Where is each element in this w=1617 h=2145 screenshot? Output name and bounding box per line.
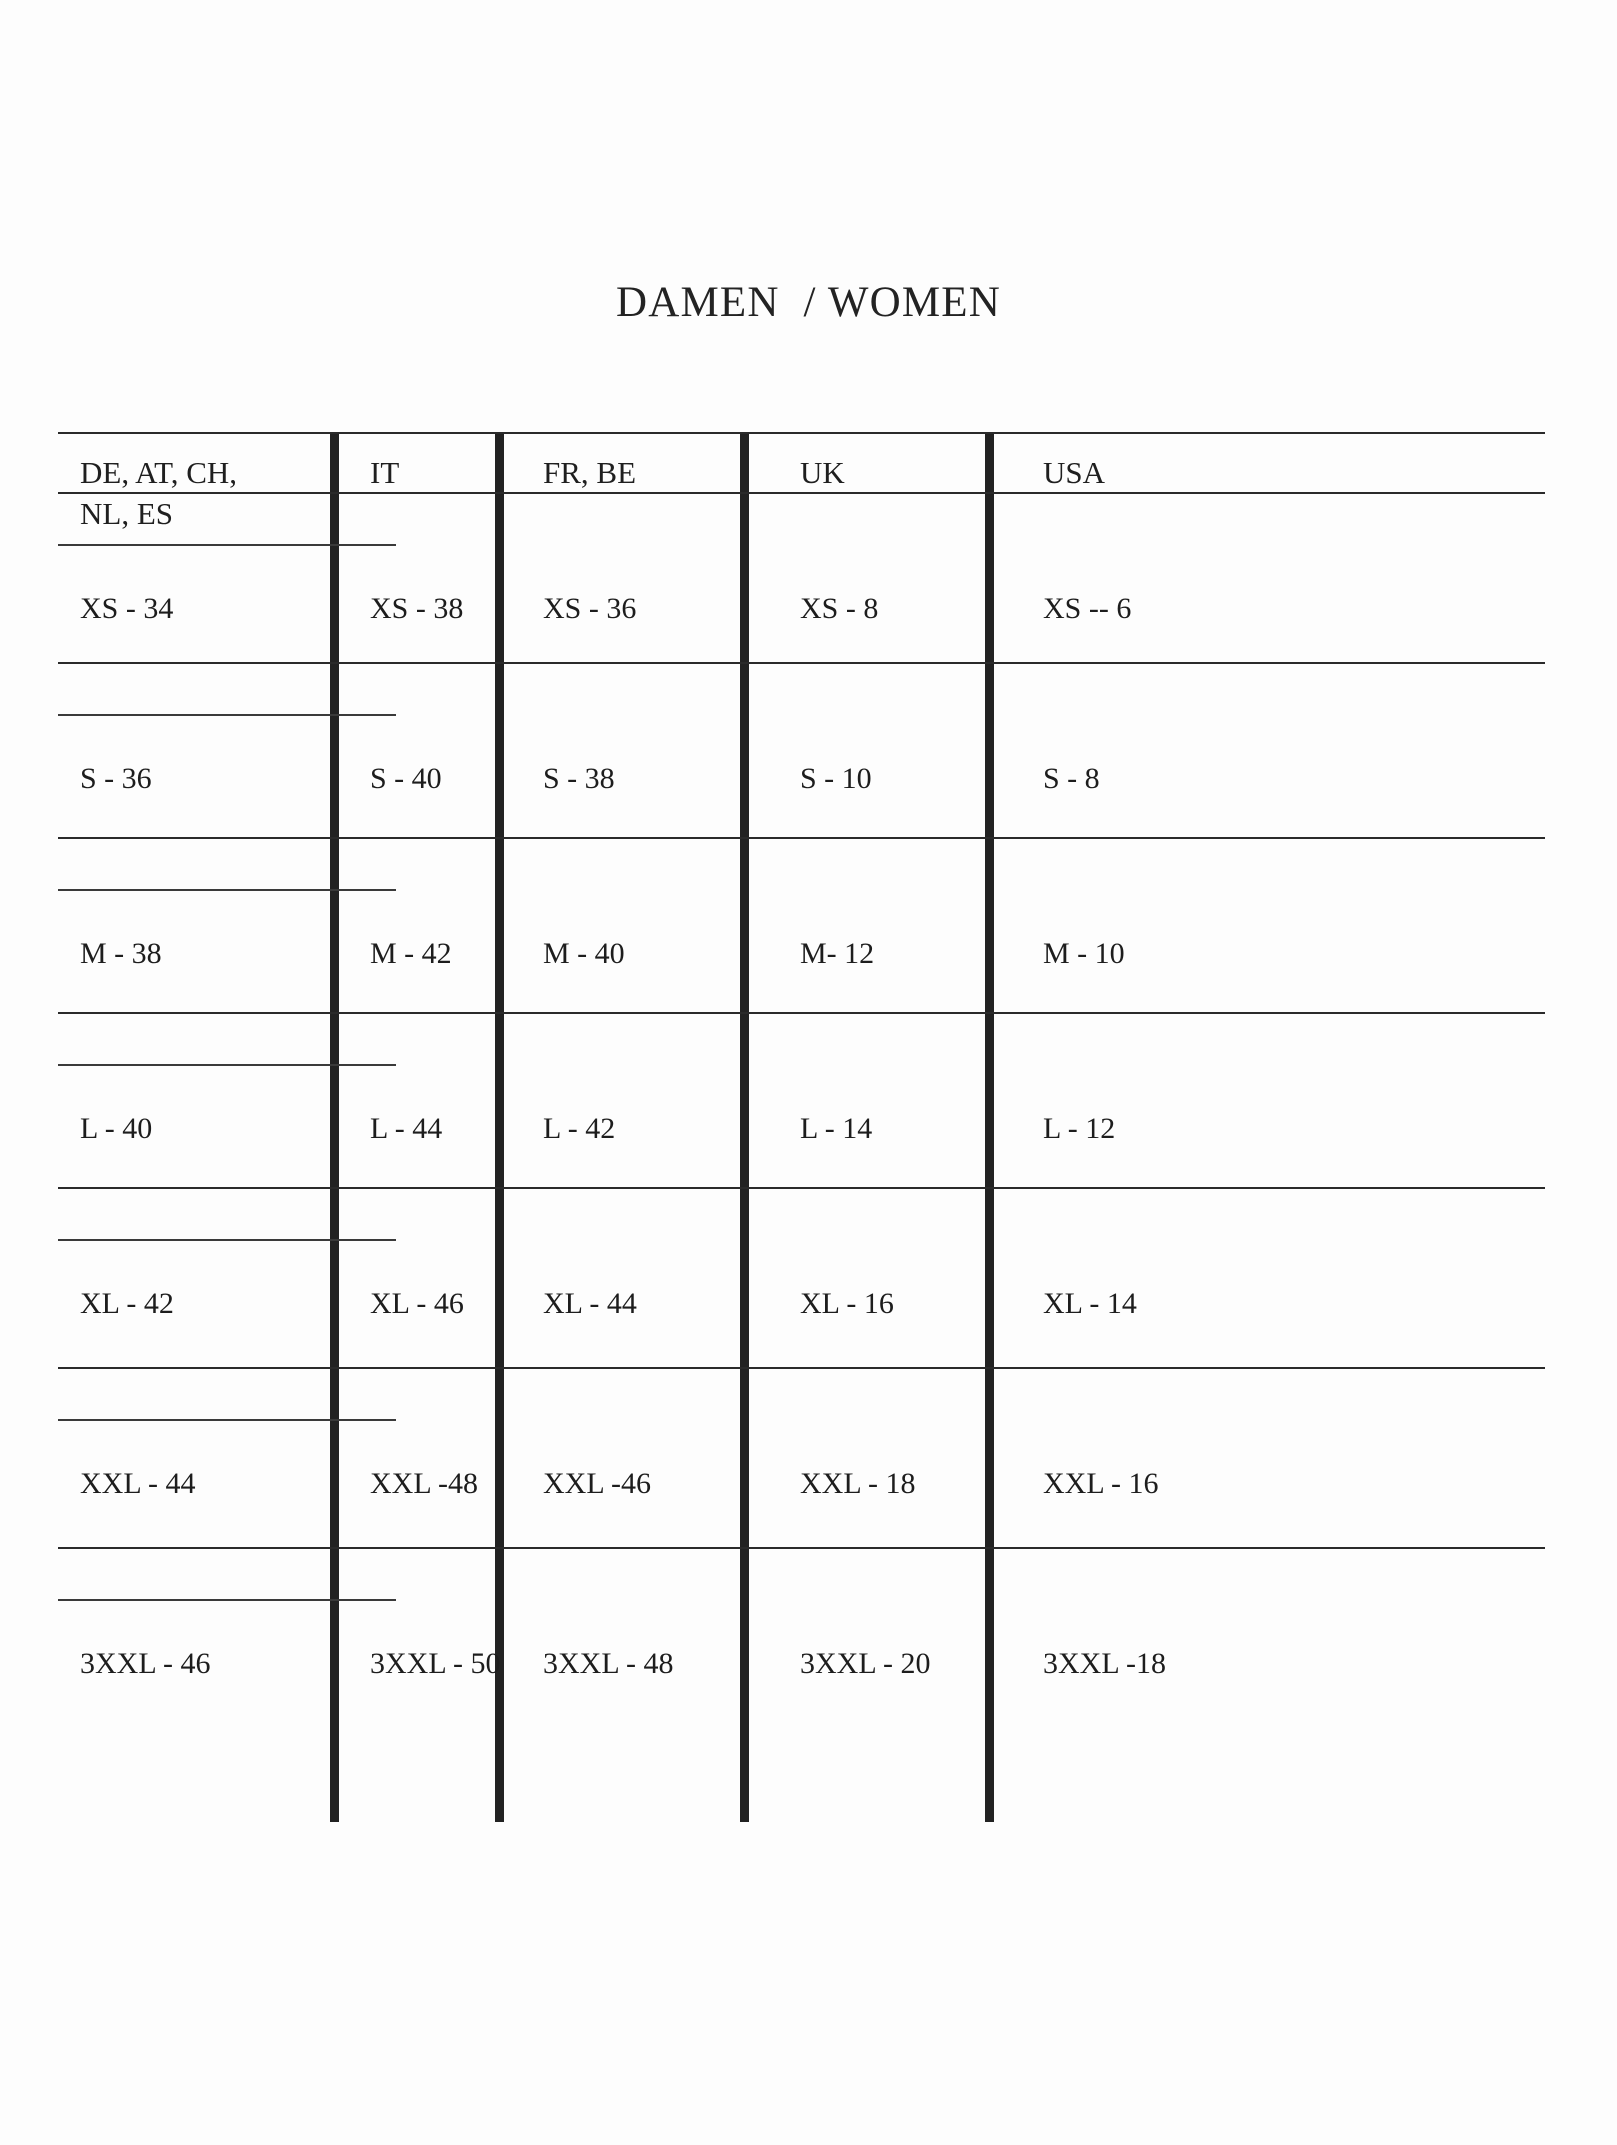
row-rule-l <box>58 1012 1545 1014</box>
row-rule-short-s <box>58 714 396 716</box>
cell-s-usa: S - 8 <box>1043 762 1100 795</box>
column-divider-2 <box>495 432 504 1822</box>
cell-s-uk: S - 10 <box>800 762 872 795</box>
row-rule-s <box>58 662 1545 664</box>
cell-m-de: M - 38 <box>80 937 162 970</box>
table-header-row: DE, AT, CH, NL, ES IT FR, BE UK USA <box>58 432 1545 540</box>
cell-3xxl-usa: 3XXL -18 <box>1043 1647 1167 1680</box>
cell-3xxl-it: 3XXL - 50 <box>370 1647 501 1680</box>
cell-l-de: L - 40 <box>80 1112 153 1145</box>
cell-xl-usa: XL - 14 <box>1043 1287 1137 1320</box>
cell-xxl-usa: XXL - 16 <box>1043 1467 1159 1500</box>
row-rule-xs <box>58 492 1545 494</box>
row-rule-short-l <box>58 1064 396 1066</box>
cell-m-it: M - 42 <box>370 937 452 970</box>
cell-s-it: S - 40 <box>370 762 442 795</box>
row-rule-xxl <box>58 1367 1545 1369</box>
column-header-fr: FR, BE <box>543 455 637 490</box>
cell-xxl-uk: XXL - 18 <box>800 1467 916 1500</box>
table-top-rule <box>58 432 1545 434</box>
cell-l-fr: L - 42 <box>543 1112 616 1145</box>
page-title: DAMEN / WOMEN <box>615 279 1002 326</box>
column-header-it: IT <box>370 455 400 490</box>
cell-xs-usa: XS -- 6 <box>1043 592 1132 625</box>
cell-xl-it: XL - 46 <box>370 1287 464 1320</box>
cell-m-fr: M - 40 <box>543 937 625 970</box>
cell-s-de: S - 36 <box>80 762 152 795</box>
cell-xxl-fr: XXL -46 <box>543 1467 652 1500</box>
column-header-de: DE, AT, CH, NL, ES <box>80 455 238 532</box>
cell-3xxl-fr: 3XXL - 48 <box>543 1647 674 1680</box>
cell-xxl-it: XXL -48 <box>370 1467 479 1500</box>
row-rule-short-xs <box>58 544 396 546</box>
size-conversion-table: DE, AT, CH, NL, ES IT FR, BE UK USA XS - 34 XS… <box>58 432 1545 1822</box>
column-divider-3 <box>740 432 749 1822</box>
cell-l-it: L - 44 <box>370 1112 443 1145</box>
column-divider-1 <box>330 432 339 1822</box>
row-rule-3xxl <box>58 1547 1545 1549</box>
cell-xs-de: XS - 34 <box>80 592 174 625</box>
row-rule-m <box>58 837 1545 839</box>
row-rule-short-m <box>58 889 396 891</box>
cell-s-fr: S - 38 <box>543 762 615 795</box>
cell-3xxl-uk: 3XXL - 20 <box>800 1647 931 1680</box>
row-rule-short-xl <box>58 1239 396 1241</box>
cell-xs-uk: XS - 8 <box>800 592 879 625</box>
cell-m-uk: M- 12 <box>800 937 875 970</box>
cell-l-uk: L - 14 <box>800 1112 873 1145</box>
column-header-uk: UK <box>800 455 845 490</box>
cell-l-usa: L - 12 <box>1043 1112 1116 1145</box>
cell-xl-de: XL - 42 <box>80 1287 174 1320</box>
row-rule-short-xxl <box>58 1419 396 1421</box>
cell-xs-it: XS - 38 <box>370 592 464 625</box>
cell-3xxl-de: 3XXL - 46 <box>80 1647 211 1680</box>
cell-xxl-de: XXL - 44 <box>80 1467 196 1500</box>
row-rule-xl <box>58 1187 1545 1189</box>
row-rule-short-3xxl <box>58 1599 396 1601</box>
cell-m-usa: M - 10 <box>1043 937 1125 970</box>
cell-xl-uk: XL - 16 <box>800 1287 894 1320</box>
cell-xl-fr: XL - 44 <box>543 1287 637 1320</box>
column-divider-4 <box>985 432 994 1822</box>
column-header-usa: USA <box>1043 455 1106 490</box>
cell-xs-fr: XS - 36 <box>543 592 637 625</box>
